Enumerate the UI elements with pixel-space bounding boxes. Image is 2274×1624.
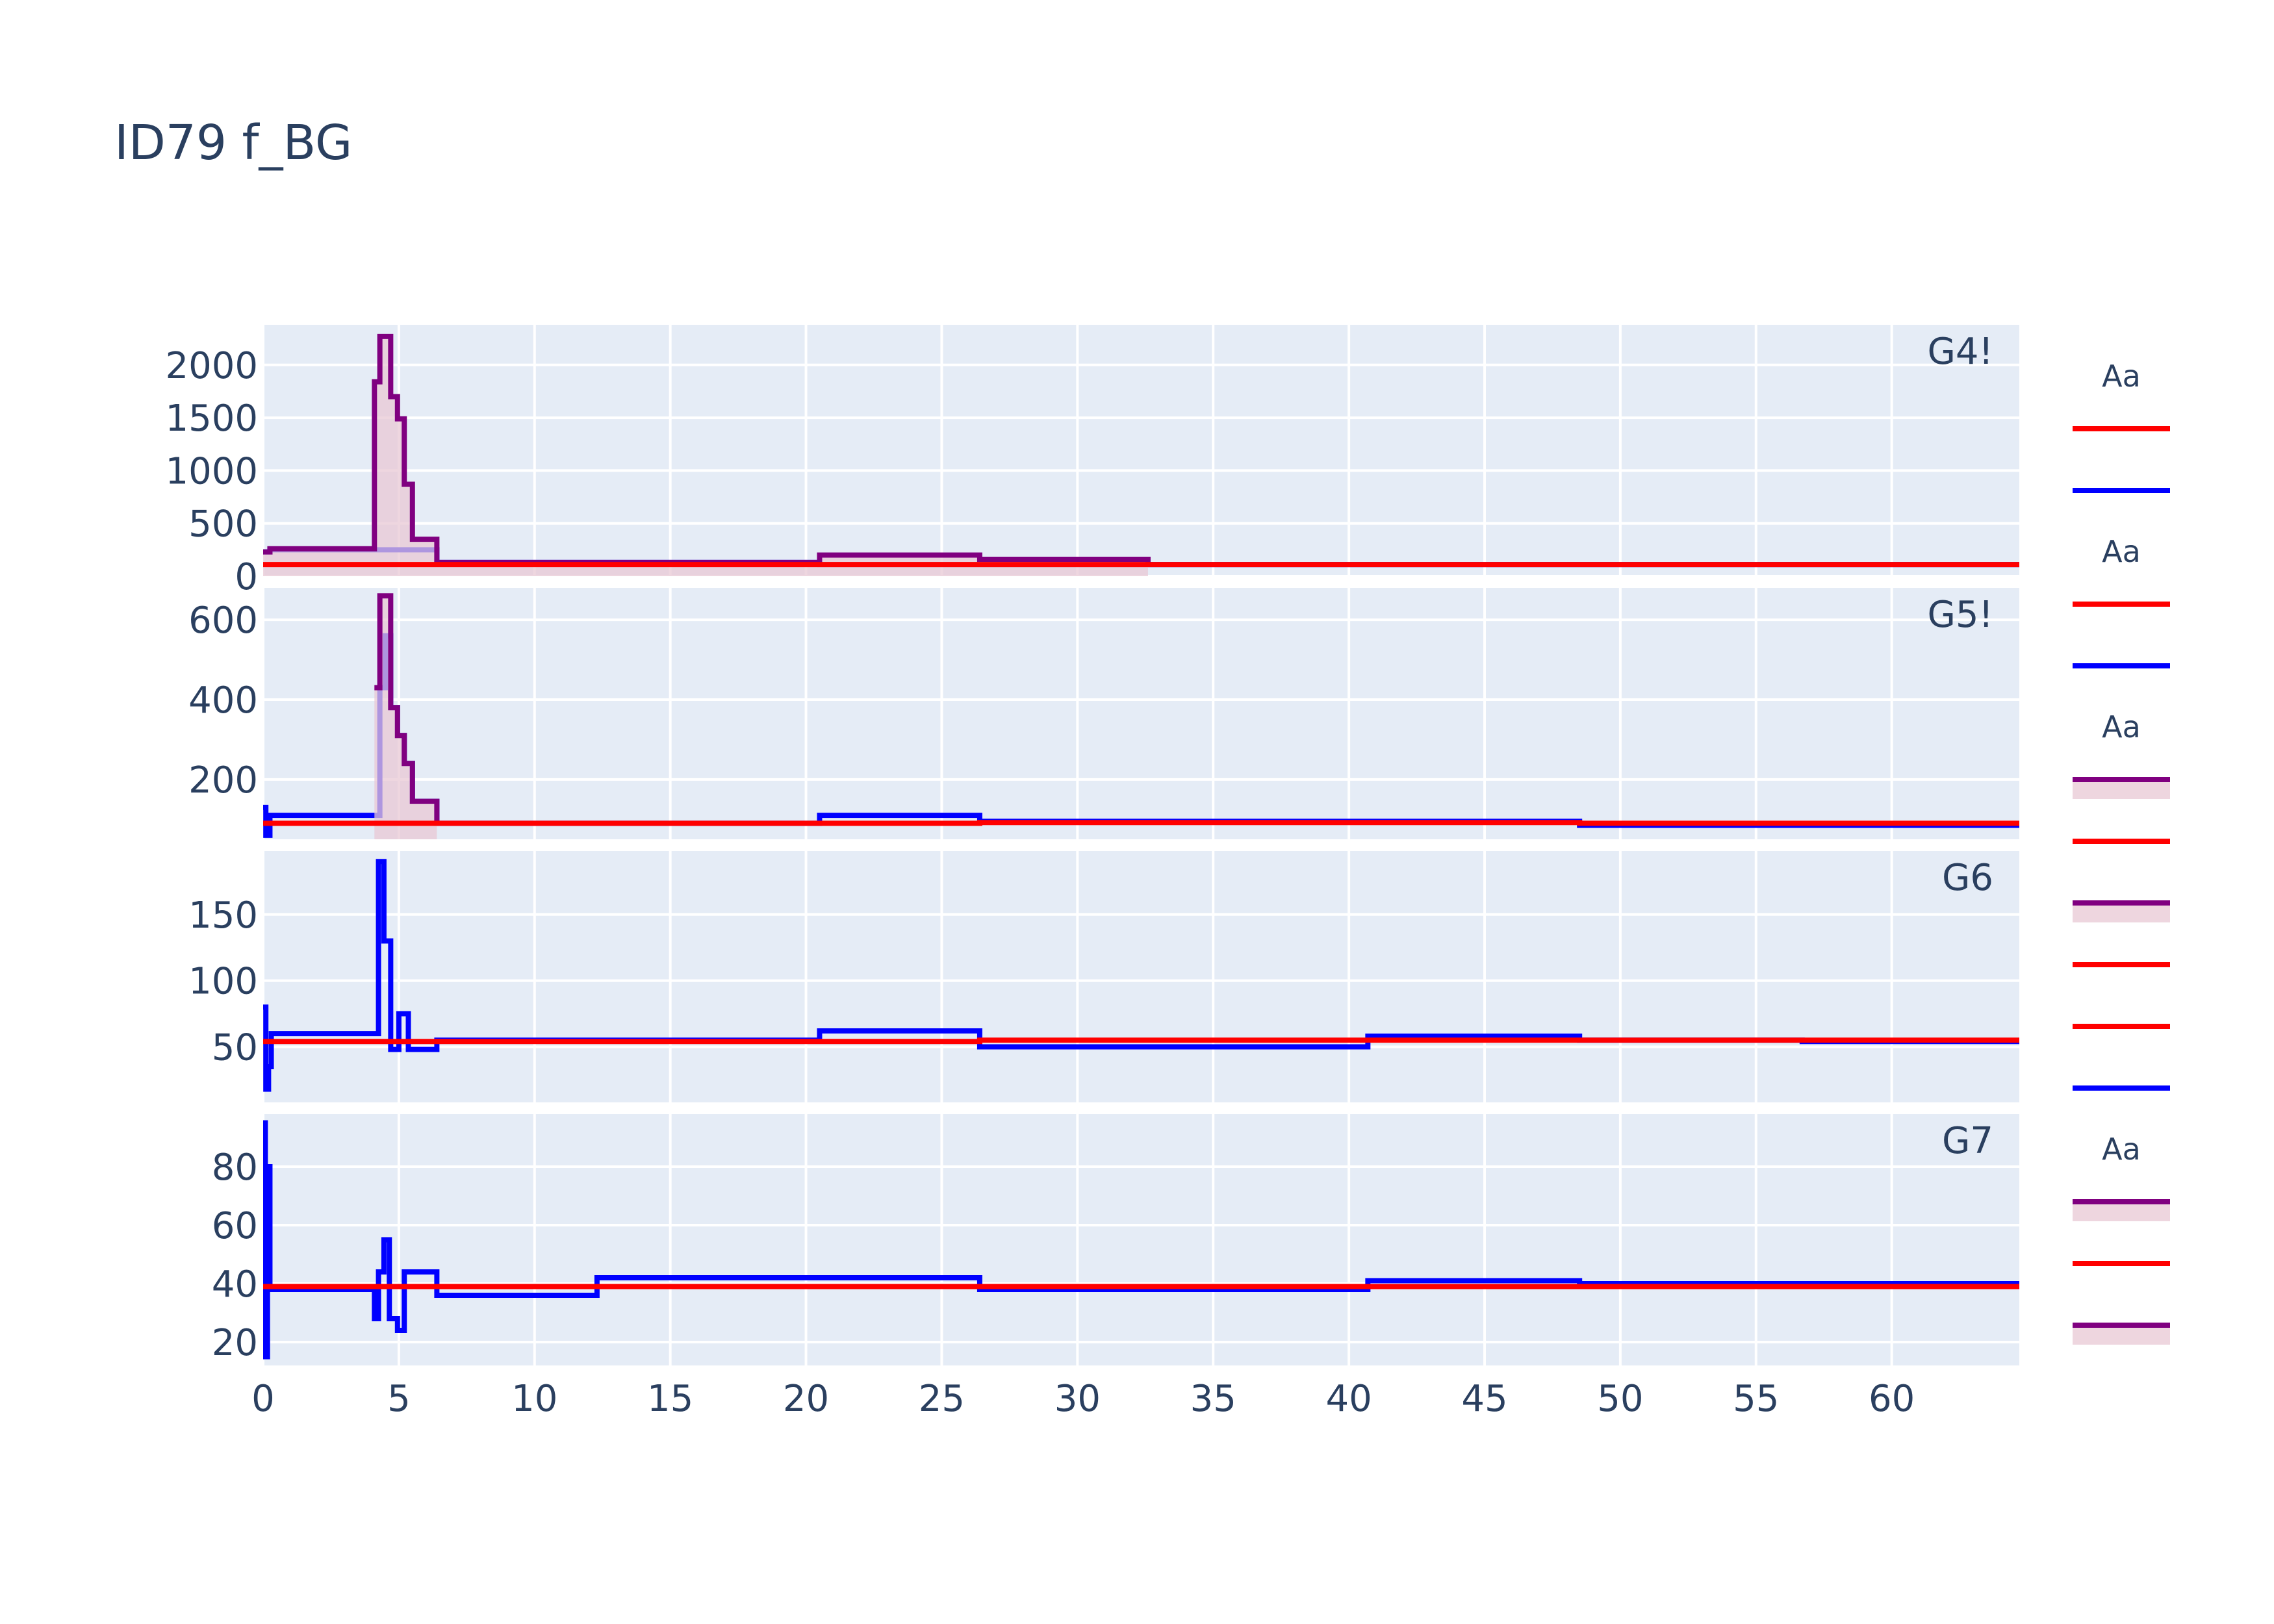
- series-group: [263, 1120, 2019, 1360]
- x-tick-label: 55: [1733, 1378, 1779, 1420]
- series-line-3: [263, 820, 2019, 826]
- y-tick-label: 500: [188, 503, 258, 546]
- series-group: [263, 593, 2019, 839]
- x-tick-label: 50: [1597, 1378, 1643, 1420]
- x-tick-label: 45: [1461, 1378, 1507, 1420]
- legend-item[interactable]: Aa: [2073, 709, 2170, 799]
- plot-area: [263, 1114, 2019, 1365]
- x-tick-label: 35: [1190, 1378, 1236, 1420]
- x-tick-label: 10: [511, 1378, 557, 1420]
- legend-swatch-fill: [2073, 780, 2170, 799]
- plot-area: [263, 588, 2019, 839]
- series-fill: [263, 336, 1148, 576]
- y-tick-label: 150: [188, 894, 258, 937]
- x-tick-label: 30: [1054, 1378, 1101, 1420]
- x-tick-label: 60: [1869, 1378, 1915, 1420]
- x-tick-label: 20: [783, 1378, 829, 1420]
- series-line-2: [263, 333, 1151, 565]
- chart-title: ID79 f_BG: [114, 115, 352, 171]
- legend-item[interactable]: [2073, 1323, 2170, 1345]
- panel-1: 0 500 1000 1500 2000 G4!: [165, 325, 2019, 598]
- x-tick-label: 25: [919, 1378, 965, 1420]
- legend-swatch-fill: [2073, 1202, 2170, 1221]
- panel-label: G5!: [1928, 594, 1993, 636]
- legend-group-title: Aa: [2102, 534, 2141, 569]
- legend-item[interactable]: Aa: [2073, 1132, 2170, 1221]
- y-tick-label: 80: [212, 1147, 258, 1189]
- series-line-2: [374, 593, 440, 824]
- panel-label: G6: [1942, 857, 1993, 899]
- series-line-2: [263, 1037, 2019, 1045]
- y-tick-label: 2000: [165, 345, 258, 387]
- panel-2: 200 400 600 G5!: [188, 588, 2019, 839]
- legend-group-title: Aa: [2102, 359, 2141, 394]
- y-tick-label: 600: [188, 600, 258, 642]
- panel-4: 20 40 60 80 G7: [212, 1114, 2019, 1365]
- x-tick-label: 5: [387, 1378, 411, 1420]
- series-line-1: [263, 1120, 2019, 1360]
- legend-group-title: Aa: [2102, 1132, 2141, 1167]
- x-tick-label: 15: [647, 1378, 693, 1420]
- legend-item[interactable]: Aa: [2073, 534, 2170, 607]
- x-tick-label: 40: [1325, 1378, 1372, 1420]
- legend-item[interactable]: Aa: [2073, 359, 2170, 431]
- series-group: [263, 859, 2019, 1092]
- legend-item[interactable]: [2073, 900, 2170, 922]
- panels: 0 500 1000 1500 2000 G4! 200 400 600 G5! 50 100 150 G…: [165, 325, 2019, 1365]
- y-tick-label: 40: [212, 1263, 258, 1306]
- plot-area: [263, 851, 2019, 1102]
- y-tick-label: 50: [212, 1026, 258, 1069]
- legend-group-title: Aa: [2102, 709, 2141, 744]
- legend-swatch-fill: [2073, 1325, 2170, 1345]
- y-tick-label: 200: [188, 759, 258, 802]
- y-tick-label: 1000: [165, 450, 258, 492]
- legend-swatch-fill: [2073, 903, 2170, 922]
- y-tick-label: 1500: [165, 398, 258, 440]
- y-tick-label: 400: [188, 679, 258, 722]
- legend: Aa Aa Aa Aa: [2073, 359, 2170, 1345]
- panel-3: 50 100 150 G6: [188, 851, 2019, 1102]
- y-tick-label: 20: [212, 1322, 258, 1364]
- panel-label: G4!: [1928, 331, 1993, 373]
- plot-area: [263, 325, 2019, 576]
- y-tick-label: 60: [212, 1205, 258, 1247]
- series-line-1: [263, 859, 2019, 1092]
- y-tick-label: 100: [188, 961, 258, 1003]
- series-group: [263, 333, 2019, 576]
- x-tick-label: 0: [251, 1378, 275, 1420]
- x-axis: 0 5 10 15 20 25 30 35 40 45 50 55 60: [251, 1378, 1915, 1420]
- panel-label: G7: [1942, 1120, 1993, 1162]
- y-tick-label: 0: [235, 556, 258, 598]
